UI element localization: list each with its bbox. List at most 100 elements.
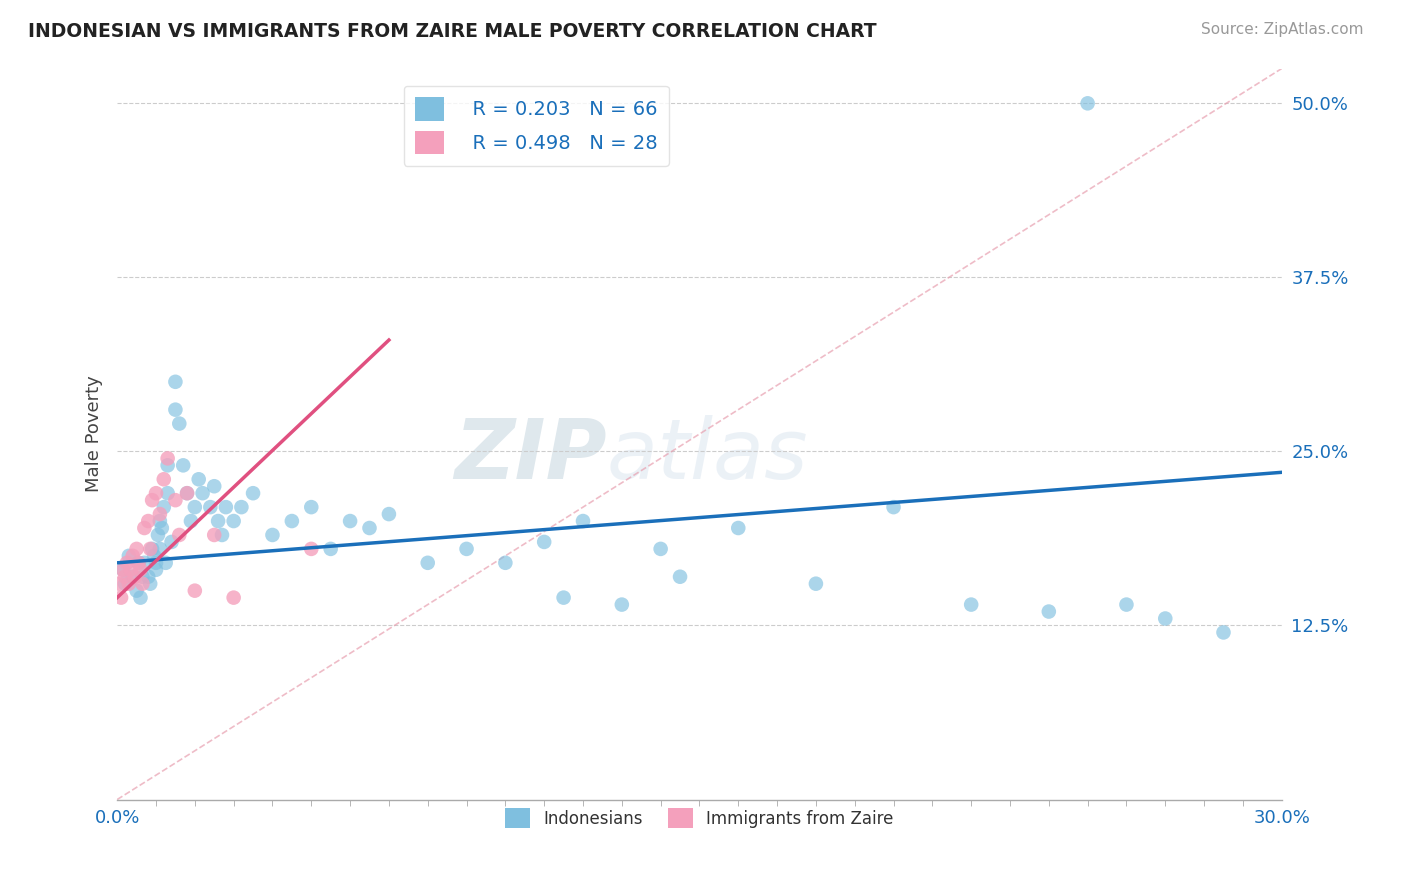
Point [281,514,304,528]
Legend: Indonesians, Immigrants from Zaire: Indonesians, Immigrants from Zaire [499,801,900,835]
Point [1212,625,1234,640]
Point [149,507,172,521]
Point [114,576,136,591]
Point [125,541,148,556]
Text: INDONESIAN VS IMMIGRANTS FROM ZAIRE MALE POVERTY CORRELATION CHART: INDONESIAN VS IMMIGRANTS FROM ZAIRE MALE… [28,22,877,41]
Point [146,528,169,542]
Point [180,514,202,528]
Point [125,583,148,598]
Point [152,472,174,486]
Point [165,493,187,508]
Point [610,598,633,612]
Point [359,521,381,535]
Y-axis label: Male Poverty: Male Poverty [86,376,103,492]
Point [143,549,166,563]
Point [176,486,198,500]
Point [150,521,173,535]
Point [141,493,163,508]
Point [572,514,595,528]
Point [339,514,361,528]
Point [160,535,183,549]
Point [139,541,162,556]
Point [118,549,141,563]
Point [111,563,134,577]
Point [222,514,245,528]
Point [553,591,575,605]
Point [149,514,172,528]
Point [804,576,827,591]
Point [128,556,150,570]
Point [200,500,222,515]
Text: ZIP: ZIP [454,416,606,497]
Point [215,500,238,515]
Point [378,507,401,521]
Point [727,521,749,535]
Point [650,541,672,556]
Point [169,528,191,542]
Point [231,500,253,515]
Point [114,570,136,584]
Point [207,514,229,528]
Point [129,563,152,577]
Point [115,556,138,570]
Point [456,541,478,556]
Point [145,486,167,500]
Point [120,563,142,577]
Point [1115,598,1137,612]
Text: Source: ZipAtlas.com: Source: ZipAtlas.com [1201,22,1364,37]
Point [145,556,167,570]
Point [156,486,179,500]
Point [118,576,141,591]
Point [156,458,179,473]
Point [136,570,159,584]
Point [262,528,284,542]
Point [121,570,143,584]
Point [149,541,172,556]
Point [108,576,131,591]
Point [131,570,153,584]
Point [172,458,194,473]
Point [211,528,233,542]
Point [222,591,245,605]
Point [169,417,191,431]
Point [416,556,439,570]
Text: atlas: atlas [606,416,808,497]
Point [184,583,207,598]
Point [299,500,322,515]
Point [176,486,198,500]
Point [960,598,983,612]
Point [202,479,225,493]
Point [1038,605,1060,619]
Point [134,556,156,570]
Point [145,563,167,577]
Point [129,591,152,605]
Point [494,556,516,570]
Point [141,541,163,556]
Point [152,500,174,515]
Point [134,521,156,535]
Point [202,528,225,542]
Point [299,541,322,556]
Point [165,375,187,389]
Point [124,570,146,584]
Point [136,514,159,528]
Point [319,541,342,556]
Point [156,451,179,466]
Point [111,563,134,577]
Point [187,472,209,486]
Point [155,556,177,570]
Point [1077,96,1099,111]
Point [533,535,555,549]
Point [165,402,187,417]
Point [669,570,692,584]
Point [121,549,143,563]
Point [242,486,264,500]
Point [128,556,150,570]
Point [131,576,153,591]
Point [1154,611,1177,625]
Point [110,591,132,605]
Point [191,486,214,500]
Point [184,500,207,515]
Point [139,576,162,591]
Point [883,500,905,515]
